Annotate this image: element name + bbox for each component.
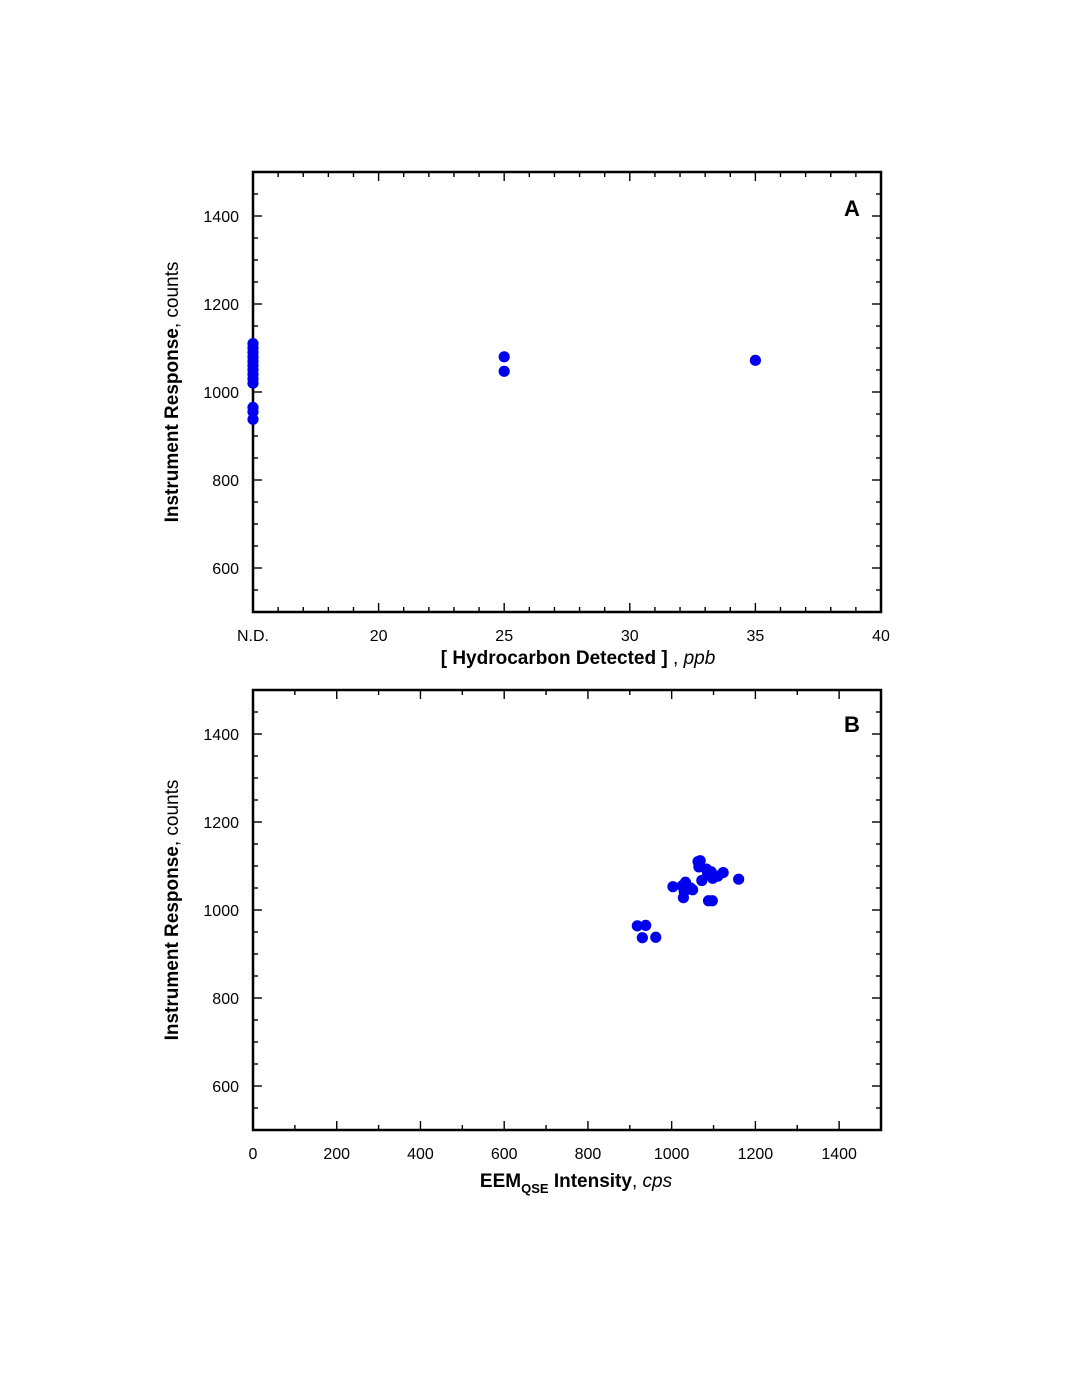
x-axis-title-a: [ Hydrocarbon Detected ] , ppb: [441, 648, 716, 669]
y-tick-labels-b: 600 800 1000 1200 1400: [203, 727, 239, 1096]
x-tick-label: 800: [575, 1146, 602, 1163]
x-tick-label: 30: [621, 628, 639, 645]
data-point: [677, 892, 689, 904]
y-tick-label: 1400: [203, 727, 239, 744]
data-point: [247, 377, 259, 389]
y-tick-label: 600: [212, 1079, 239, 1096]
x-tick-label: 20: [370, 628, 388, 645]
x-axis-title-b: EEMQSE Intensity, cps: [480, 1171, 673, 1196]
x-tick-label: 1000: [654, 1146, 690, 1163]
chart-panel-a: N.D. 20 25 30 35 40 600 800 1000 1200 1400 A [ Hy…: [162, 170, 890, 669]
data-point: [650, 931, 662, 943]
data-point: [498, 365, 510, 377]
x-tick-label: 1200: [738, 1146, 774, 1163]
data-point: [636, 932, 648, 944]
panel-label-a: A: [844, 196, 860, 221]
data-points-a: [247, 338, 762, 425]
y-tick-label: 1400: [203, 209, 239, 226]
y-tick-label: 1200: [203, 815, 239, 832]
plot-frame-a: [251, 170, 883, 614]
y-tick-label: 1000: [203, 903, 239, 920]
x-tick-labels-a: N.D. 20 25 30 35 40: [237, 628, 890, 645]
data-point: [247, 413, 259, 425]
data-points-b: [631, 855, 745, 944]
plot-frame-b: [251, 688, 883, 1132]
y-tick-labels-a: 600 800 1000 1200 1400: [203, 209, 239, 578]
x-tick-label: 600: [491, 1146, 518, 1163]
x-tick-label: N.D.: [237, 628, 269, 645]
tick-marks-a: [252, 171, 882, 613]
data-point: [749, 354, 762, 366]
x-tick-label: 1400: [821, 1146, 857, 1163]
data-point: [687, 884, 699, 896]
data-point: [706, 895, 718, 907]
tick-marks-b: [252, 689, 882, 1131]
chart-panel-b: 0 200 400 600 800 1000 1200 1400 600 800 1000 1200…: [162, 688, 883, 1196]
x-tick-label: 0: [249, 1146, 258, 1163]
y-tick-label: 800: [212, 473, 239, 490]
y-tick-label: 1200: [203, 297, 239, 314]
data-point: [640, 919, 652, 932]
x-tick-label: 40: [872, 628, 890, 645]
y-tick-label: 800: [212, 991, 239, 1008]
panel-label-b: B: [844, 712, 860, 737]
y-axis-title-a: Instrument Response, counts: [162, 262, 183, 523]
x-tick-labels-b: 0 200 400 600 800 1000 1200 1400: [249, 1146, 857, 1163]
y-tick-label: 1000: [203, 385, 239, 402]
x-tick-label: 25: [495, 628, 513, 645]
y-tick-label: 600: [212, 561, 239, 578]
data-point: [667, 881, 679, 893]
data-point: [631, 920, 643, 932]
x-tick-label: 400: [407, 1146, 434, 1163]
x-tick-label: 35: [747, 628, 765, 645]
y-axis-title-b: Instrument Response, counts: [162, 780, 183, 1041]
data-point: [733, 873, 745, 885]
data-point: [717, 867, 729, 879]
data-point: [498, 351, 510, 363]
x-tick-label: 200: [323, 1146, 350, 1163]
